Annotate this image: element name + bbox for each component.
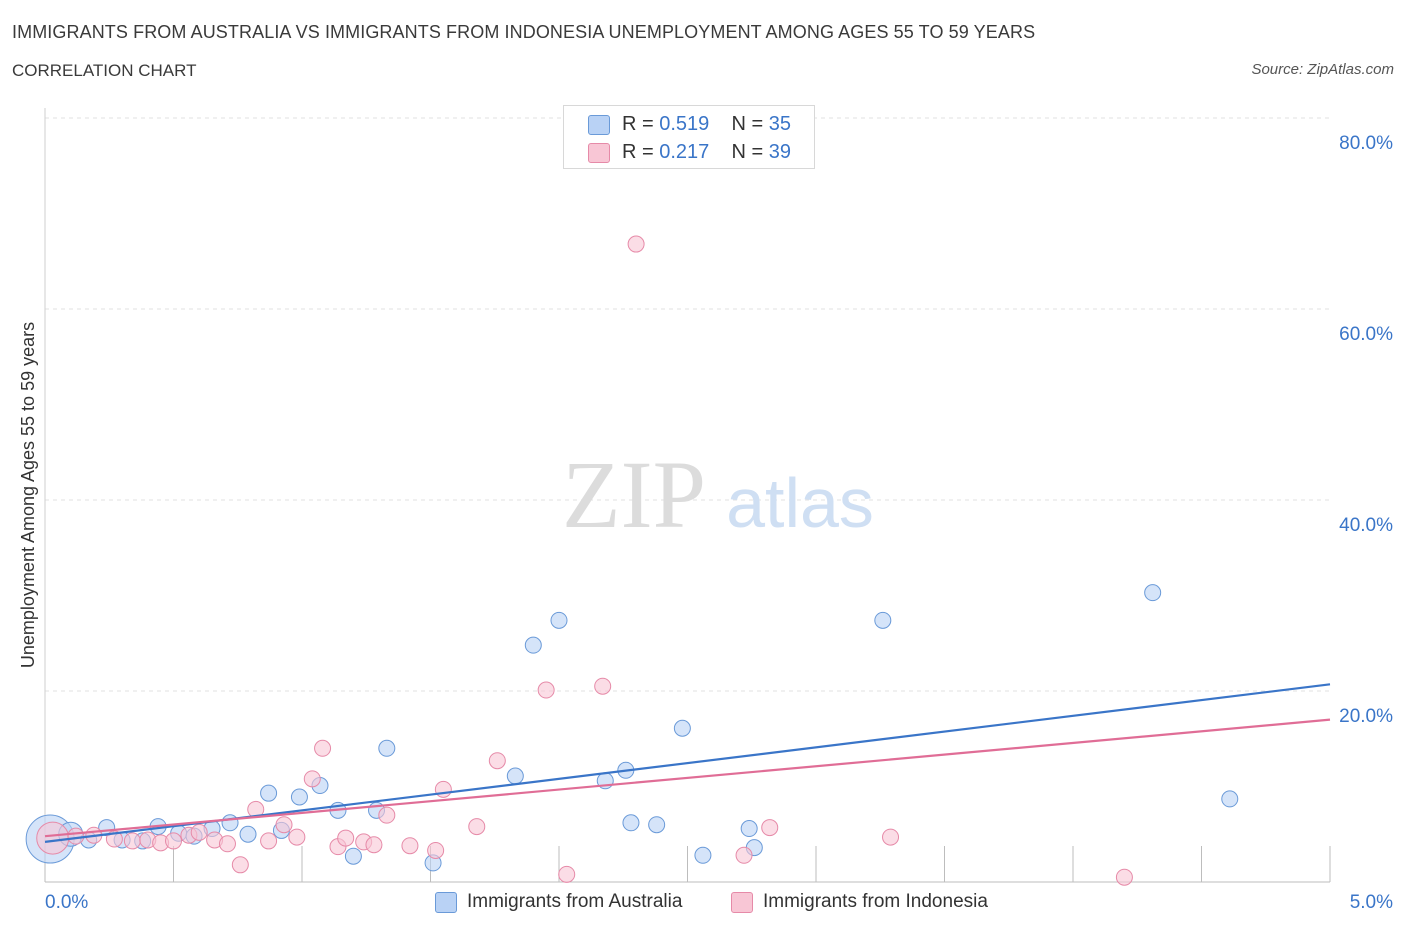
point-indonesia-36 — [1115, 868, 1133, 886]
point-australia-10 — [221, 814, 239, 832]
point-australia-11 — [239, 825, 257, 843]
point-indonesia-17 — [303, 770, 321, 788]
bottom-legend-label-australia: Immigrants from Australia — [467, 891, 683, 912]
x-tick-label-min: 0.0% — [45, 892, 88, 913]
point-indonesia-25 — [427, 841, 445, 859]
n-value-indonesia: 39 — [768, 141, 792, 163]
point-indonesia-22 — [365, 836, 383, 854]
point-indonesia-1 — [67, 827, 85, 845]
watermark-zip: ZIP — [562, 441, 706, 548]
point-indonesia-35 — [882, 828, 900, 846]
point-australia-23 — [550, 611, 568, 629]
r-value-australia: 0.519 — [659, 113, 710, 135]
point-indonesia-30 — [558, 865, 576, 883]
r-value-indonesia: 0.217 — [659, 141, 710, 163]
bottom-legend-swatch-australia — [435, 892, 457, 913]
point-indonesia-31 — [594, 677, 612, 695]
bottom-legend-label-indonesia: Immigrants from Indonesia — [763, 891, 988, 912]
x-tick-label-max: 5.0% — [1350, 892, 1393, 913]
point-indonesia-12 — [231, 856, 249, 874]
legend-stats-australia: R = 0.519 N = 35 — [622, 113, 792, 135]
point-indonesia-0 — [36, 821, 70, 855]
point-indonesia-34 — [761, 819, 779, 837]
trend-line-australia — [44, 683, 1331, 843]
point-australia-32 — [874, 611, 892, 629]
watermark: ZIP atlas — [562, 441, 874, 548]
point-indonesia-9 — [190, 823, 208, 841]
point-indonesia-26 — [434, 780, 452, 798]
point-australia-34 — [1221, 790, 1239, 808]
point-indonesia-4 — [123, 832, 141, 850]
point-australia-12 — [260, 784, 278, 802]
y-tick-label-20: 20.0% — [1339, 706, 1393, 727]
y-tick-label-60: 60.0% — [1339, 324, 1393, 345]
point-indonesia-3 — [105, 830, 123, 848]
point-indonesia-18 — [314, 739, 332, 757]
tick-labels: 20.0% 40.0% 60.0% 80.0% 0.0% 5.0% — [45, 133, 1393, 913]
point-indonesia-32 — [627, 235, 645, 253]
trend-line-indonesia — [44, 718, 1331, 838]
point-indonesia-29 — [537, 681, 555, 699]
correlation-legend: R = 0.519 N = 35 R = 0.217 N = 39 — [563, 105, 815, 169]
grid-lines — [45, 117, 1330, 692]
point-australia-27 — [648, 816, 666, 834]
chart-subtitle: CORRELATION CHART — [12, 61, 197, 80]
point-indonesia-11 — [218, 835, 236, 853]
point-australia-26 — [622, 814, 640, 832]
point-australia-14 — [290, 788, 308, 806]
point-australia-30 — [740, 820, 758, 838]
point-australia-28 — [673, 719, 691, 737]
point-australia-29 — [694, 846, 712, 864]
point-australia-17 — [344, 847, 362, 865]
chart-title: IMMIGRANTS FROM AUSTRALIA VS IMMIGRANTS … — [12, 22, 1036, 42]
point-indonesia-33 — [735, 846, 753, 864]
point-indonesia-7 — [165, 832, 182, 850]
point-australia-33 — [1144, 584, 1162, 602]
point-indonesia-24 — [401, 837, 419, 855]
source-credit: Source: ZipAtlas.com — [1251, 61, 1394, 78]
point-indonesia-27 — [468, 818, 486, 836]
point-indonesia-15 — [275, 816, 293, 834]
watermark-atlas: atlas — [726, 464, 874, 542]
legend-stats-indonesia: R = 0.217 N = 39 — [622, 141, 792, 163]
y-tick-label-40: 40.0% — [1339, 515, 1393, 536]
data-points — [25, 235, 1239, 886]
point-australia-22 — [524, 636, 542, 654]
point-australia-19 — [378, 739, 396, 757]
trend-lines — [44, 683, 1331, 843]
point-australia-21 — [506, 767, 524, 785]
point-indonesia-16 — [288, 828, 306, 846]
y-axis-title: Unemployment Among Ages 55 to 59 years — [18, 322, 38, 668]
bottom-legend-swatch-indonesia — [731, 892, 753, 913]
point-indonesia-20 — [337, 829, 355, 847]
legend-swatch-indonesia — [588, 143, 610, 163]
y-tick-label-80: 80.0% — [1339, 133, 1393, 154]
n-value-australia: 35 — [768, 113, 792, 135]
point-indonesia-23 — [378, 806, 396, 824]
legend-swatch-australia — [588, 115, 610, 135]
point-indonesia-14 — [260, 832, 278, 850]
point-indonesia-28 — [488, 752, 506, 770]
